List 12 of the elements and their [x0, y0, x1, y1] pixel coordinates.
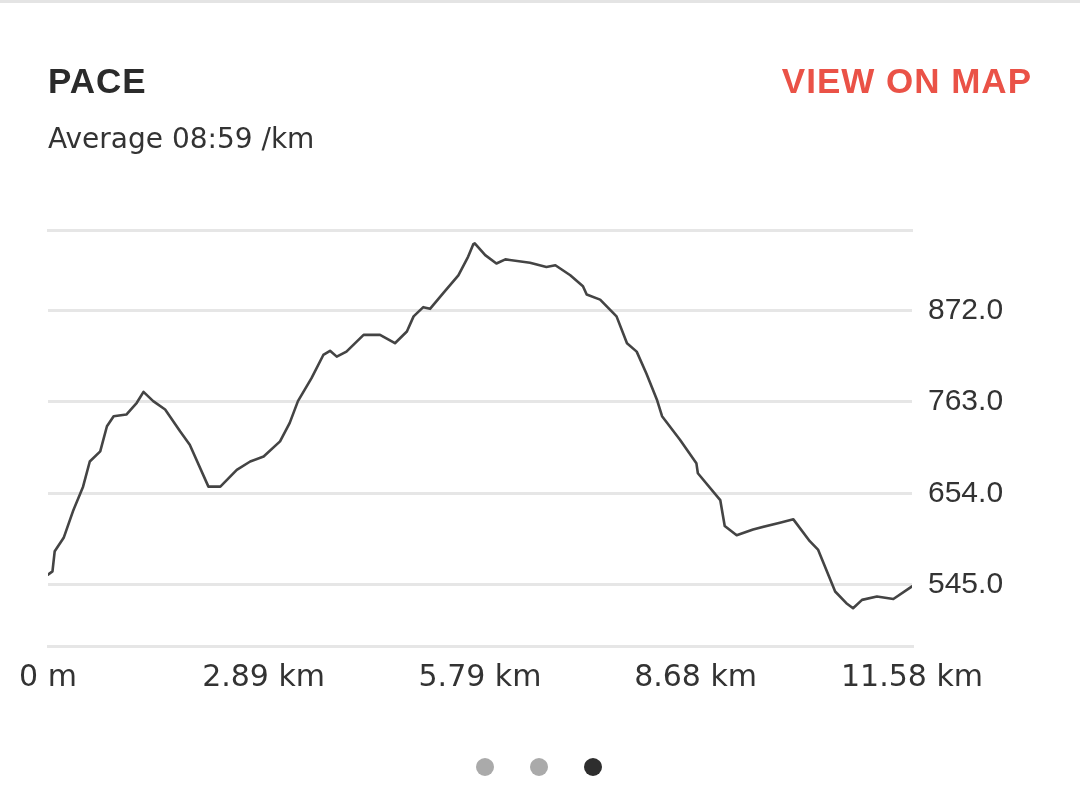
- x-tick-label: 11.58 km: [840, 657, 984, 693]
- x-tick-label: 0 m: [19, 657, 77, 693]
- chart-title: PACE: [48, 61, 147, 101]
- x-tick-label: 5.79 km: [418, 657, 542, 693]
- chart-subtitle: Average 08:59 /km: [48, 122, 315, 155]
- text: VIEW ON MAP: [781, 61, 1032, 101]
- x-tick-label: 2.89 km: [202, 657, 326, 693]
- y-tick-label: 545.0: [928, 566, 1004, 600]
- x-tick-label: 8.68 km: [634, 657, 758, 693]
- y-tick-label: 872.0: [928, 291, 1004, 325]
- y-tick-label: 763.0: [928, 383, 1004, 417]
- y-tick-label: 654.0: [928, 474, 1004, 508]
